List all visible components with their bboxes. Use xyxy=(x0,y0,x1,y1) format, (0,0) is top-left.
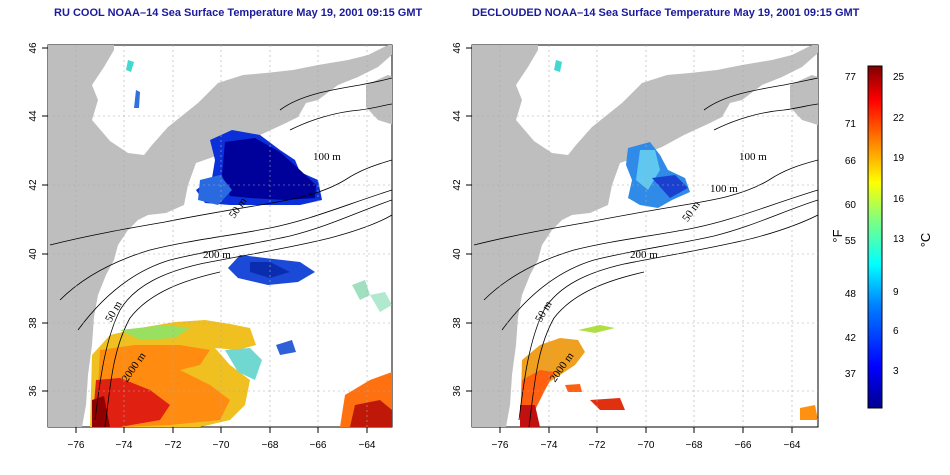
left-sst-warm-patch xyxy=(90,280,392,427)
right-x-tick: −66 xyxy=(735,440,752,451)
colorbar: 77 71 66 60 55 48 42 37 25 22 19 16 13 9… xyxy=(830,65,933,409)
colorbar-c-tick: 6 xyxy=(893,326,899,337)
right-contour-label-100m-south: 100 m xyxy=(710,183,738,195)
colorbar-celsius-label: °C xyxy=(918,233,933,248)
left-x-tick: −66 xyxy=(310,440,327,451)
left-x-tick: −64 xyxy=(359,440,376,451)
colorbar-f-tick: 71 xyxy=(845,119,857,130)
left-x-tick: −76 xyxy=(68,440,85,451)
left-x-tick: −68 xyxy=(262,440,279,451)
right-sst-cold-patch xyxy=(554,60,690,208)
right-map-panel: 100 m 100 m 50 m 200 m 50 m 2000 m −76 −… xyxy=(452,42,819,451)
left-grid xyxy=(48,45,392,427)
colorbar-fahrenheit-label: °F xyxy=(830,229,845,242)
right-y-tick: 38 xyxy=(452,317,463,329)
left-y-tick: 40 xyxy=(28,248,39,260)
left-y-tick: 36 xyxy=(28,385,39,397)
right-contour-label-200m: 200 m xyxy=(630,249,658,261)
right-x-tick: −76 xyxy=(492,440,509,451)
left-map-panel: 100 m 50 m 200 m 50 m 2000 m −76 −74 −72… xyxy=(28,42,393,451)
colorbar-c-tick: 25 xyxy=(893,72,905,83)
right-x-tick: −74 xyxy=(541,440,558,451)
right-x-tick: −72 xyxy=(589,440,606,451)
left-contour-label-200m: 200 m xyxy=(203,249,231,261)
left-x-tick: −70 xyxy=(213,440,230,451)
right-contour-label-100m-north: 100 m xyxy=(739,151,767,163)
right-y-tick: 40 xyxy=(452,248,463,260)
colorbar-celsius-ticks: 25 22 19 16 13 9 6 3 xyxy=(893,72,905,377)
left-panel-title: RU COOL NOAA–14 Sea Surface Temperature … xyxy=(54,7,423,19)
left-contour-label-100m: 100 m xyxy=(313,151,341,163)
colorbar-c-tick: 3 xyxy=(893,366,899,377)
right-y-tick: 44 xyxy=(452,110,463,122)
right-y-axis: 36 38 40 42 44 46 xyxy=(452,42,472,397)
right-x-axis: −76 −74 −72 −70 −68 −66 −64 xyxy=(492,427,801,451)
colorbar-c-tick: 16 xyxy=(893,194,905,205)
colorbar-f-tick: 77 xyxy=(845,72,857,83)
right-y-tick: 46 xyxy=(452,42,463,54)
left-x-axis: −76 −74 −72 −70 −68 −66 −64 xyxy=(68,427,376,451)
left-y-tick: 42 xyxy=(28,179,39,191)
colorbar-f-tick: 48 xyxy=(845,289,857,300)
left-y-axis: 36 38 40 42 44 46 xyxy=(28,42,48,397)
right-y-tick: 36 xyxy=(452,385,463,397)
left-x-tick: −72 xyxy=(165,440,182,451)
left-bathymetry-contours xyxy=(49,77,392,427)
right-x-tick: −64 xyxy=(784,440,801,451)
colorbar-f-tick: 60 xyxy=(845,200,857,211)
right-x-tick: −70 xyxy=(638,440,655,451)
right-x-tick: −68 xyxy=(686,440,703,451)
right-panel-title: DECLOUDED NOAA–14 Sea Surface Temperatur… xyxy=(472,7,860,19)
colorbar-c-tick: 22 xyxy=(893,113,905,124)
colorbar-f-tick: 66 xyxy=(845,156,857,167)
colorbar-fahrenheit-ticks: 77 71 66 60 55 48 42 37 xyxy=(845,72,857,380)
colorbar-gradient xyxy=(867,65,883,409)
colorbar-f-tick: 37 xyxy=(845,369,857,380)
left-x-tick: −74 xyxy=(116,440,133,451)
colorbar-f-tick: 55 xyxy=(845,236,857,247)
colorbar-c-tick: 9 xyxy=(893,287,899,298)
right-bathymetry-contours xyxy=(473,77,818,427)
left-y-tick: 44 xyxy=(28,110,39,122)
right-grid xyxy=(472,45,818,427)
right-y-tick: 42 xyxy=(452,179,463,191)
colorbar-f-tick: 42 xyxy=(845,333,857,344)
colorbar-c-tick: 13 xyxy=(893,234,905,245)
left-y-tick: 46 xyxy=(28,42,39,54)
left-y-tick: 38 xyxy=(28,317,39,329)
colorbar-c-tick: 19 xyxy=(893,153,905,164)
